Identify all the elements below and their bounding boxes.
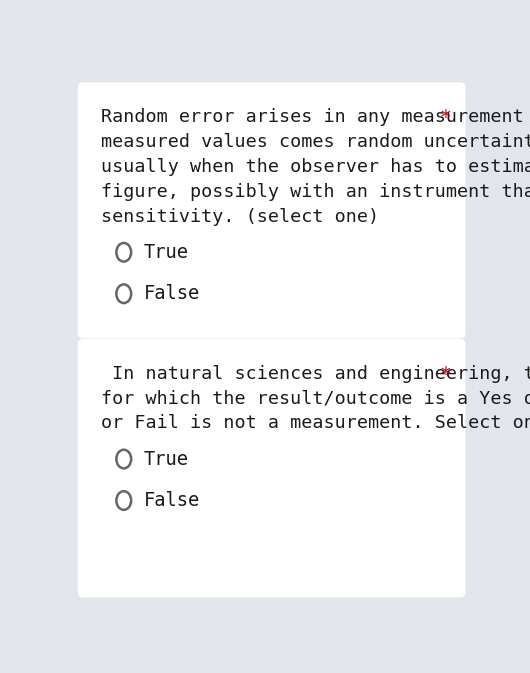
Circle shape <box>117 450 131 468</box>
Text: sensitivity. (select one): sensitivity. (select one) <box>101 208 379 225</box>
Text: measured values comes random uncertainty),: measured values comes random uncertainty… <box>101 133 530 151</box>
Circle shape <box>117 491 131 510</box>
Text: usually when the observer has to estimate the last: usually when the observer has to estimat… <box>101 158 530 176</box>
Text: False: False <box>144 491 200 510</box>
FancyBboxPatch shape <box>78 82 465 339</box>
Text: *: * <box>440 108 450 127</box>
Text: True: True <box>144 243 189 262</box>
Text: False: False <box>144 284 200 304</box>
Circle shape <box>117 243 131 262</box>
Text: In natural sciences and engineering, the process: In natural sciences and engineering, the… <box>101 365 530 383</box>
Text: Random error arises in any measurement (with all: Random error arises in any measurement (… <box>101 108 530 127</box>
Text: figure, possibly with an instrument that lacks: figure, possibly with an instrument that… <box>101 183 530 201</box>
Text: or Fail is not a measurement. Select one.: or Fail is not a measurement. Select one… <box>101 415 530 433</box>
Circle shape <box>117 285 131 303</box>
FancyBboxPatch shape <box>78 339 465 598</box>
Text: True: True <box>144 450 189 468</box>
Text: *: * <box>440 365 450 384</box>
Text: for which the result/outcome is a Yes or No, a Pass: for which the result/outcome is a Yes or… <box>101 390 530 408</box>
